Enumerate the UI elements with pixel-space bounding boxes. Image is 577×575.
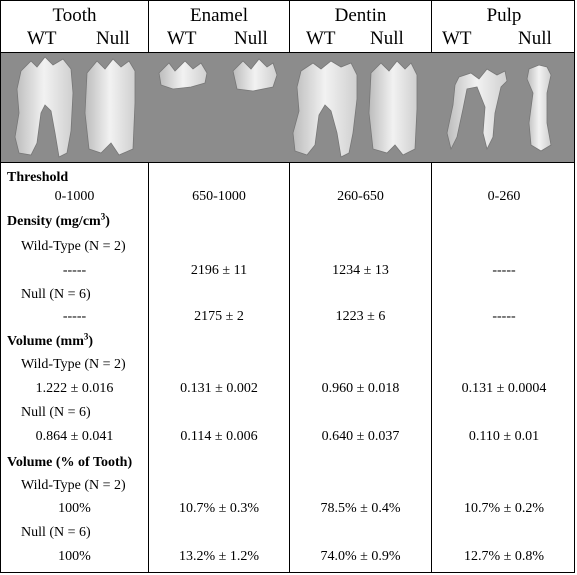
volume-null-label: Null (N = 6) xyxy=(21,405,91,420)
enamel-null-render xyxy=(232,58,278,92)
density-label: Density (mg/cm3) xyxy=(7,211,110,229)
density-null-pulp: ----- xyxy=(492,309,516,324)
header-enamel-wt: WT xyxy=(167,28,197,49)
header-tooth-title: Tooth xyxy=(52,5,97,26)
volume-null-tooth: 0.864 ± 0.041 xyxy=(35,429,114,444)
density-wt-label: Wild-Type (N = 2) xyxy=(21,239,126,254)
volume-null-dentin: 0.640 ± 0.037 xyxy=(321,429,400,444)
microct-image-band xyxy=(1,52,574,163)
header-enamel-title: Enamel xyxy=(189,5,249,26)
pulp-null-render xyxy=(526,64,552,152)
volume-pct-null-enamel: 13.2% ± 1.2% xyxy=(178,549,259,564)
volume-wt-tooth: 1.222 ± 0.016 xyxy=(35,381,114,396)
volume-null-pulp: 0.110 ± 0.01 xyxy=(468,429,540,444)
tooth-null-render xyxy=(84,58,136,156)
volume-pct-wt-label: Wild-Type (N = 2) xyxy=(21,478,126,493)
threshold-label: Threshold xyxy=(7,170,69,185)
threshold-tooth: 0-1000 xyxy=(54,189,95,204)
dentin-null-render xyxy=(368,60,418,156)
tooth-wt-render xyxy=(14,56,74,158)
volume-pct-label: Volume (% of Tooth) xyxy=(7,455,133,470)
header-pulp-wt: WT xyxy=(442,28,472,49)
threshold-pulp: 0-260 xyxy=(487,189,521,204)
volume-null-enamel: 0.114 ± 0.006 xyxy=(180,429,258,444)
volume-pct-wt-enamel: 10.7% ± 0.3% xyxy=(178,501,259,516)
density-wt-dentin: 1234 ± 13 xyxy=(332,263,389,278)
volume-pct-null-tooth: 100% xyxy=(58,549,91,564)
volume-pct-null-label: Null (N = 6) xyxy=(21,525,91,540)
volume-wt-pulp: 0.131 ± 0.0004 xyxy=(461,381,547,396)
threshold-dentin: 260-650 xyxy=(337,189,384,204)
header-pulp-null: Null xyxy=(518,28,552,49)
header-enamel-null: Null xyxy=(234,28,268,49)
dentin-wt-render xyxy=(292,60,358,158)
density-null-enamel: 2175 ± 2 xyxy=(194,309,244,324)
volume-pct-wt-pulp: 10.7% ± 0.2% xyxy=(463,501,544,516)
column-divider xyxy=(289,1,290,572)
volume-pct-wt-dentin: 78.5% ± 0.4% xyxy=(320,501,401,516)
volume-label: Volume (mm3) xyxy=(7,331,94,349)
column-divider xyxy=(431,1,432,572)
header-dentin-null: Null xyxy=(370,28,404,49)
header-dentin-wt: WT xyxy=(306,28,336,49)
pulp-wt-render xyxy=(446,68,508,151)
volume-pct-null-pulp: 12.7% ± 0.8% xyxy=(463,549,544,564)
column-divider xyxy=(148,1,149,572)
density-wt-pulp: ----- xyxy=(492,263,516,278)
density-wt-tooth: ----- xyxy=(62,263,87,278)
density-null-tooth: ----- xyxy=(62,309,87,324)
density-null-dentin: 1223 ± 6 xyxy=(335,309,386,324)
volume-pct-null-dentin: 74.0% ± 0.9% xyxy=(320,549,401,564)
header-tooth-null: Null xyxy=(96,28,130,49)
density-wt-enamel: 2196 ± 11 xyxy=(190,263,248,278)
volume-wt-dentin: 0.960 ± 0.018 xyxy=(321,381,400,396)
tooth-renders xyxy=(14,56,552,158)
volume-pct-wt-tooth: 100% xyxy=(58,501,91,516)
enamel-wt-render xyxy=(158,60,208,90)
header-tooth-wt: WT xyxy=(27,28,57,49)
header-pulp-title: Pulp xyxy=(486,5,522,26)
volume-wt-label: Wild-Type (N = 2) xyxy=(21,357,126,372)
volume-wt-enamel: 0.131 ± 0.002 xyxy=(180,381,258,396)
density-null-label: Null (N = 6) xyxy=(21,287,91,302)
header-dentin-title: Dentin xyxy=(334,5,387,26)
threshold-enamel: 650-1000 xyxy=(192,189,246,204)
